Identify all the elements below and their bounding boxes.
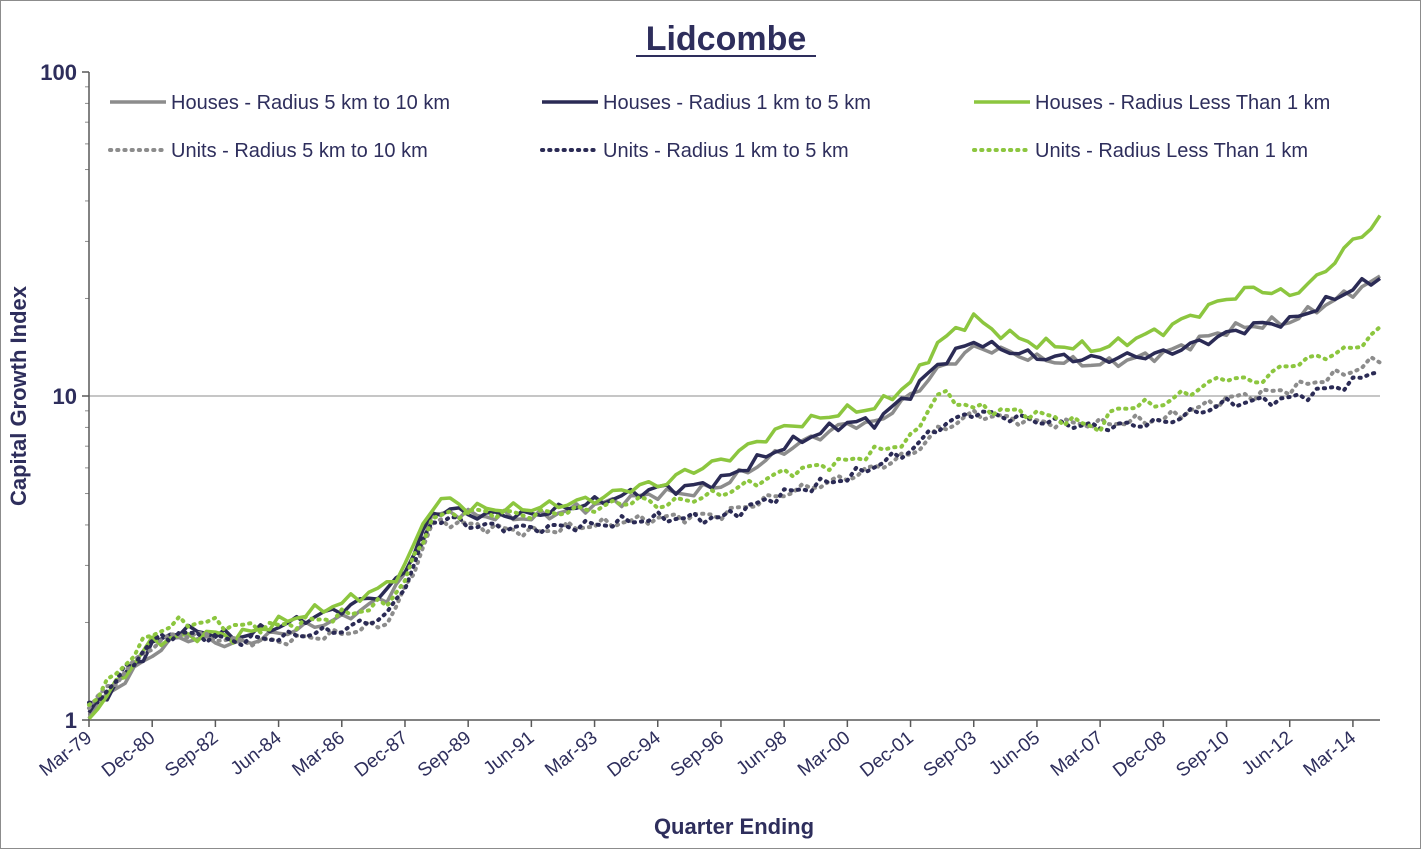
series-line-6 bbox=[87, 325, 1382, 707]
chart-title: Lidcombe bbox=[646, 20, 807, 58]
y-axis-title: Capital Growth Index bbox=[6, 285, 31, 506]
legend-label: Units - Radius 1 km to 5 km bbox=[603, 140, 849, 162]
x-tick-label: Jun-12 bbox=[1238, 727, 1297, 779]
series-layer bbox=[87, 214, 1382, 720]
x-axis-title: Quarter Ending bbox=[654, 814, 814, 839]
x-tick-label: Mar-00 bbox=[794, 727, 854, 781]
legend-label: Houses - Radius 5 km to 10 km bbox=[171, 92, 450, 114]
x-tick-label: Sep-96 bbox=[667, 727, 728, 781]
x-tick-label: Dec-01 bbox=[856, 727, 917, 781]
x-tick-label: Dec-08 bbox=[1109, 727, 1170, 781]
x-tick-label: Sep-82 bbox=[161, 727, 222, 781]
y-tick-label: 100 bbox=[40, 60, 77, 85]
legend-label: Houses - Radius 1 km to 5 km bbox=[603, 92, 871, 114]
series-line-1 bbox=[87, 274, 1381, 720]
x-tick-label: Dec-94 bbox=[604, 727, 666, 782]
x-tick-label: Mar-07 bbox=[1047, 727, 1107, 781]
series-line-3 bbox=[87, 214, 1382, 720]
x-tick-label: Sep-03 bbox=[920, 727, 981, 781]
y-tick-label: 10 bbox=[53, 384, 77, 409]
x-tick-label: Dec-87 bbox=[351, 727, 412, 781]
x-tick-label: Jun-91 bbox=[480, 727, 539, 779]
x-tick-label: Sep-10 bbox=[1172, 727, 1233, 781]
x-tick-label: Sep-89 bbox=[414, 727, 475, 781]
series-line-4 bbox=[87, 355, 1382, 711]
series-line-5 bbox=[87, 370, 1382, 705]
x-tick-label: Mar-14 bbox=[1300, 727, 1361, 781]
x-tick-label: Jun-84 bbox=[227, 727, 286, 780]
x-tick-label: Mar-93 bbox=[541, 727, 601, 781]
x-tick-label: Jun-98 bbox=[733, 727, 792, 779]
x-tick-label: Mar-79 bbox=[36, 727, 96, 781]
legend-label: Units - Radius 5 km to 10 km bbox=[171, 140, 428, 162]
x-tick-label: Dec-80 bbox=[98, 727, 159, 781]
x-tick-label: Jun-05 bbox=[985, 727, 1044, 779]
legend: Houses - Radius 5 km to 10 km Houses - Ra… bbox=[108, 92, 1330, 162]
series-line-2 bbox=[87, 276, 1382, 714]
legend-label: Units - Radius Less Than 1 km bbox=[1035, 140, 1308, 162]
legend-label: Houses - Radius Less Than 1 km bbox=[1035, 92, 1330, 114]
y-tick-label: 1 bbox=[65, 708, 77, 733]
x-tick-label: Mar-86 bbox=[289, 727, 349, 781]
